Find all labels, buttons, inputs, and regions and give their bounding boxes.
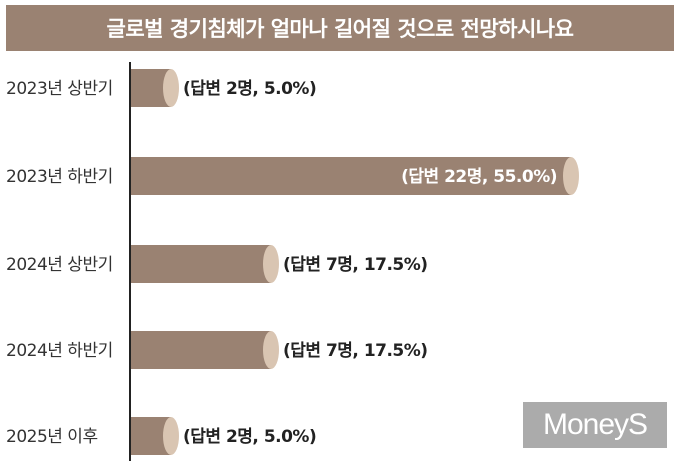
category-label-0: 2023년 상반기	[6, 79, 113, 99]
bar-1	[131, 157, 571, 195]
bar-cap-3	[263, 331, 279, 369]
labels-group: 2023년 상반기 (답변 2명, 5.0%) 2023년 하반기 (답변 22명, …	[6, 79, 558, 447]
data-label-1: (답변 22명, 55.0%)	[401, 167, 557, 187]
category-label-3: 2024년 하반기	[6, 341, 113, 361]
category-label-1: 2023년 하반기	[6, 167, 113, 187]
chart-title: 글로벌 경기침체가 얼마나 길어질 것으로 전망하시나요	[106, 17, 574, 41]
bar-cap-0	[163, 69, 179, 107]
category-label-4: 2025년 이후	[6, 427, 98, 447]
bar-cap-1	[563, 157, 579, 195]
logo-text: MoneyS	[542, 408, 648, 441]
moneys-logo: MoneyS	[523, 402, 667, 448]
category-label-2: 2024년 상반기	[6, 255, 113, 275]
bar-cap-4	[163, 417, 179, 455]
bar-cap-2	[263, 245, 279, 283]
data-label-0: (답변 2명, 5.0%)	[183, 79, 316, 99]
bars-group	[131, 69, 579, 455]
data-label-4: (답변 2명, 5.0%)	[183, 427, 316, 447]
data-label-3: (답변 7명, 17.5%)	[283, 341, 428, 361]
bar-3	[131, 331, 271, 369]
chart-title-bar: 글로벌 경기침체가 얼마나 길어질 것으로 전망하시나요	[6, 5, 674, 51]
bar-2	[131, 245, 271, 283]
data-label-2: (답변 7명, 17.5%)	[283, 255, 428, 275]
